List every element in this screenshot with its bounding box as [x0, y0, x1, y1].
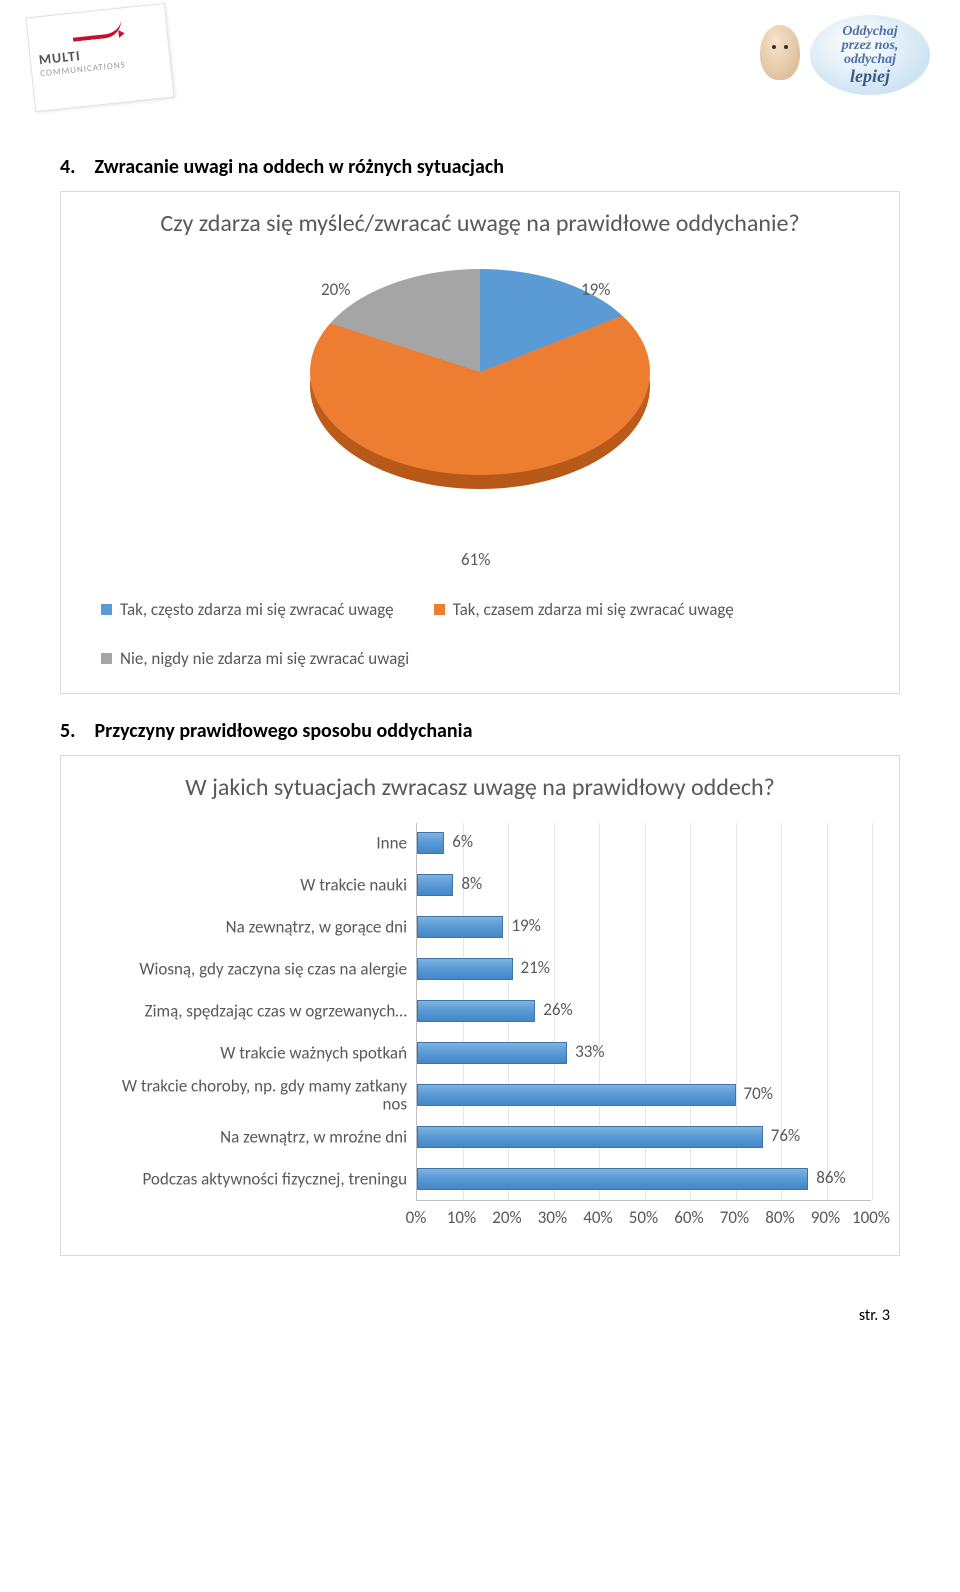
x-tick-label: 60% — [674, 1207, 703, 1228]
logo-right-l1: Oddychaj — [842, 24, 897, 39]
pie-chart: 20% 19% 61% — [91, 269, 869, 569]
x-tick-label: 30% — [538, 1207, 567, 1228]
x-tick-label: 100% — [852, 1207, 890, 1228]
x-tick-label: 40% — [583, 1207, 612, 1228]
legend-item: Nie, nigdy nie zdarza mi się zwracać uwa… — [101, 648, 409, 669]
legend-swatch-icon — [434, 604, 445, 615]
gridline — [872, 823, 873, 1200]
bar — [417, 832, 444, 854]
x-tick-label: 80% — [765, 1207, 794, 1228]
section5-number: 5. — [60, 719, 90, 743]
logo-oddychaj: Oddychaj przez nos, oddychaj lepiej — [750, 10, 930, 105]
legend-item: Tak, czasem zdarza mi się zwracać uwagę — [434, 599, 734, 620]
mascot-icon — [760, 25, 800, 80]
bar-value-label: 8% — [461, 873, 482, 894]
bar-value-label: 76% — [771, 1125, 800, 1146]
logo-right-bubble: Oddychaj przez nos, oddychaj lepiej — [810, 15, 930, 95]
logo-swoosh-icon — [71, 19, 123, 42]
legend-label: Nie, nigdy nie zdarza mi się zwracać uwa… — [120, 648, 409, 669]
logo-right-l2: przez nos, — [842, 38, 899, 53]
logo-right-l3: oddychaj — [844, 52, 896, 67]
x-tick-label: 70% — [720, 1207, 749, 1228]
x-tick-label: 20% — [492, 1207, 521, 1228]
bar-row: Inne6% — [417, 823, 871, 865]
bar — [417, 1042, 567, 1064]
bar-value-label: 21% — [521, 957, 550, 978]
bar — [417, 1168, 808, 1190]
bar-category-label: Na zewnątrz, w gorące dni — [97, 918, 417, 937]
bar-row: W trakcie nauki8% — [417, 865, 871, 907]
bar-row: W trakcie ważnych spotkań33% — [417, 1033, 871, 1075]
bar-row: Zimą, spędzając czas w ogrzewanych…26% — [417, 991, 871, 1033]
logo-multi-communications: MULTI COMMUNICATIONS — [25, 3, 174, 112]
bar-row: Wiosną, gdy zaczyna się czas na alergie2… — [417, 949, 871, 991]
bar-value-label: 19% — [511, 915, 540, 936]
bar — [417, 1126, 763, 1148]
x-tick-label: 50% — [629, 1207, 658, 1228]
bar-row: Na zewnątrz, w mroźne dni76% — [417, 1117, 871, 1159]
bar-category-label: W trakcie ważnych spotkań — [97, 1044, 417, 1063]
bar-chart-title: W jakich sytuacjach zwracasz uwagę na pr… — [91, 774, 869, 803]
legend-swatch-icon — [101, 653, 112, 664]
bar-category-label: Na zewnątrz, w mroźne dni — [97, 1128, 417, 1147]
bar-category-label: Podczas aktywności fizycznej, treningu — [97, 1170, 417, 1189]
header-logos: MULTI COMMUNICATIONS Oddychaj przez nos,… — [60, 20, 900, 130]
legend-label: Tak, często zdarza mi się zwracać uwagę — [120, 599, 394, 620]
bar-chart-box: W jakich sytuacjach zwracasz uwagę na pr… — [60, 755, 900, 1256]
legend-item: Tak, często zdarza mi się zwracać uwagę — [101, 599, 394, 620]
bar-row: Na zewnątrz, w gorące dni19% — [417, 907, 871, 949]
bar-value-label: 86% — [816, 1167, 845, 1188]
legend-swatch-icon — [101, 604, 112, 615]
x-tick-label: 90% — [811, 1207, 840, 1228]
x-tick-label: 10% — [447, 1207, 476, 1228]
bar-chart: Inne6%W trakcie nauki8%Na zewnątrz, w go… — [91, 823, 869, 1231]
bar-row: W trakcie choroby, np. gdy mamy zatkany … — [417, 1075, 871, 1117]
section5-title: Przyczyny prawidłowego sposobu oddychani… — [95, 719, 473, 743]
bar-row: Podczas aktywności fizycznej, treningu86… — [417, 1159, 871, 1201]
bar-value-label: 26% — [543, 999, 572, 1020]
bar-category-label: W trakcie choroby, np. gdy mamy zatkany … — [97, 1077, 417, 1114]
pie-slice-label: 19% — [581, 279, 610, 300]
bar-value-label: 6% — [452, 831, 473, 852]
pie-legend: Tak, często zdarza mi się zwracać uwagę T… — [91, 599, 869, 669]
bar-category-label: Wiosną, gdy zaczyna się czas na alergie — [97, 960, 417, 979]
section4-number: 4. — [60, 155, 90, 179]
pie-chart-title: Czy zdarza się myśleć/zwracać uwagę na p… — [91, 210, 869, 239]
bar-value-label: 70% — [744, 1083, 773, 1104]
bar-category-label: Inne — [97, 834, 417, 853]
section4-heading: 4. Zwracanie uwagi na oddech w różnych s… — [60, 155, 900, 179]
logo-right-l4: lepiej — [850, 66, 890, 86]
bar-category-label: W trakcie nauki — [97, 876, 417, 895]
pie-slice-label: 61% — [461, 549, 490, 570]
bar — [417, 1000, 535, 1022]
bar — [417, 958, 513, 980]
bar — [417, 916, 503, 938]
bar — [417, 874, 453, 896]
section5-heading: 5. Przyczyny prawidłowego sposobu oddych… — [60, 719, 900, 743]
pie-slice-label: 20% — [321, 279, 350, 300]
legend-label: Tak, czasem zdarza mi się zwracać uwagę — [453, 599, 734, 620]
x-tick-label: 0% — [406, 1207, 427, 1228]
pie-chart-box: Czy zdarza się myśleć/zwracać uwagę na p… — [60, 191, 900, 694]
bar-value-label: 33% — [575, 1041, 604, 1062]
bar-category-label: Zimą, spędzając czas w ogrzewanych… — [97, 1002, 417, 1021]
section4-title: Zwracanie uwagi na oddech w różnych sytu… — [95, 155, 504, 179]
bar — [417, 1084, 736, 1106]
page-number: str. 3 — [60, 1306, 900, 1325]
